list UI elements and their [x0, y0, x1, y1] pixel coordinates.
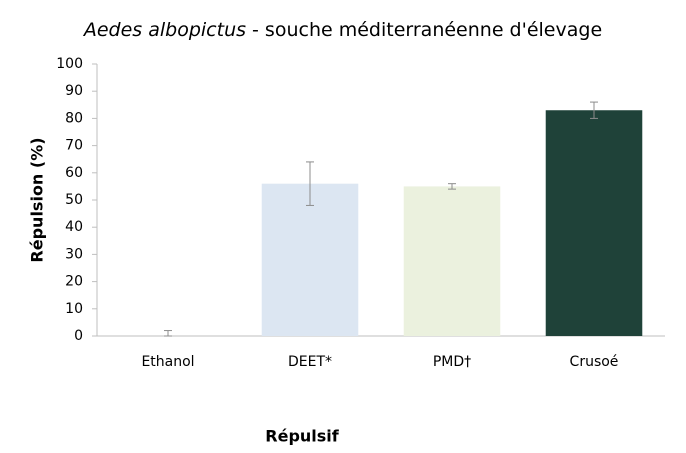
bar — [403, 186, 501, 336]
bar — [261, 183, 359, 336]
error-bar — [306, 161, 314, 206]
error-bar — [590, 101, 598, 119]
error-bar — [164, 330, 172, 337]
x-tick-label: Crusoé — [570, 354, 619, 370]
title-species: Aedes albopictus — [82, 19, 246, 41]
y-tick-label: 80 — [65, 110, 83, 126]
error-bar — [448, 183, 456, 190]
bar — [545, 110, 643, 337]
x-tick-label: Ethanol — [141, 354, 194, 370]
y-tick-label: 0 — [74, 328, 83, 344]
x-tick-label: DEET* — [288, 354, 332, 370]
y-tick-label: 30 — [65, 246, 83, 262]
y-tick-label: 90 — [65, 83, 83, 99]
y-tick-label: 40 — [65, 219, 83, 235]
title-text: - souche méditerranéenne d'élevage — [252, 19, 602, 41]
x-tick-label: PMD† — [433, 354, 471, 370]
y-tick-label: 60 — [65, 165, 83, 181]
y-tick-label: 20 — [65, 274, 83, 290]
y-axis-label: Répulsion (%) — [28, 137, 47, 262]
y-tick-label: 70 — [65, 138, 83, 154]
y-tick-label: 100 — [56, 56, 83, 72]
y-tick-label: 50 — [65, 192, 83, 208]
chart-title: Aedes albopictus - souche méditerranéenne… — [82, 19, 602, 41]
x-axis-label: Répulsif — [265, 427, 340, 446]
y-tick-label: 10 — [65, 301, 83, 317]
